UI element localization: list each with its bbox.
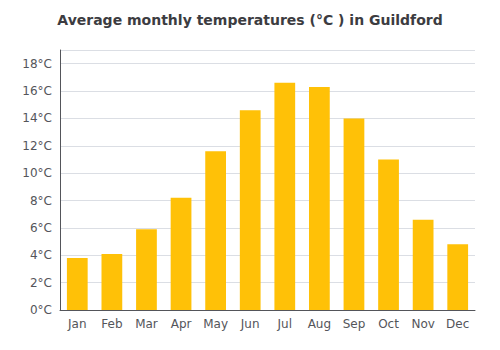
svg-text:Oct: Oct: [378, 317, 399, 331]
svg-text:12°C: 12°C: [22, 139, 52, 153]
svg-text:Apr: Apr: [171, 317, 192, 331]
svg-text:Jul: Jul: [277, 317, 292, 331]
svg-text:Dec: Dec: [446, 317, 469, 331]
svg-text:Sep: Sep: [343, 317, 366, 331]
svg-text:Average monthly temperatures (: Average monthly temperatures (°C ) in Gu…: [57, 12, 442, 28]
svg-text:Feb: Feb: [101, 317, 122, 331]
svg-text:0°C: 0°C: [30, 303, 52, 317]
svg-text:Jan: Jan: [67, 317, 87, 331]
svg-text:Aug: Aug: [308, 317, 331, 331]
svg-text:4°C: 4°C: [30, 248, 52, 262]
svg-text:14°C: 14°C: [22, 111, 52, 125]
svg-text:8°C: 8°C: [30, 194, 52, 208]
svg-text:18°C: 18°C: [22, 57, 52, 71]
svg-text:2°C: 2°C: [30, 276, 52, 290]
svg-text:6°C: 6°C: [30, 221, 52, 235]
svg-text:Nov: Nov: [411, 317, 434, 331]
svg-text:10°C: 10°C: [22, 166, 52, 180]
svg-text:16°C: 16°C: [22, 84, 52, 98]
svg-text:Mar: Mar: [135, 317, 158, 331]
svg-text:May: May: [203, 317, 228, 331]
svg-text:Jun: Jun: [240, 317, 260, 331]
